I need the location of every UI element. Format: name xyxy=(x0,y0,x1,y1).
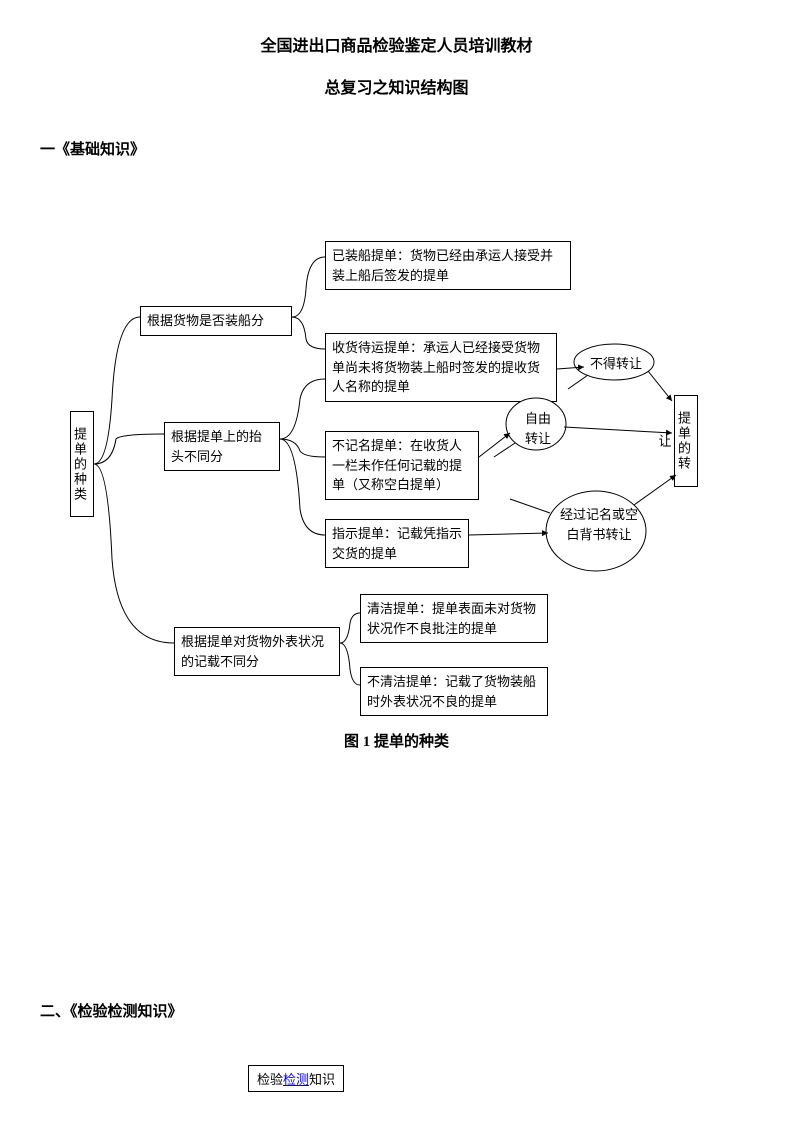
footer-box: 检验检测知识 xyxy=(248,1065,344,1092)
leaf-clean: 清洁提单：提单表面未对货物状况作不良批注的提单 xyxy=(360,594,548,643)
section-2-heading: 二、《检验检测知识》 xyxy=(40,1000,183,1021)
callout-free-transfer: 自由转让 xyxy=(522,409,554,448)
main-title-1: 全国进出口商品检验鉴定人员培训教材 xyxy=(40,32,753,56)
footer-prefix: 检验 xyxy=(257,1072,283,1087)
leaf-order: 指示提单：记载凭指示交货的提单 xyxy=(325,519,469,568)
tree-node-condition: 根据提单对货物外表状况的记载不同分 xyxy=(174,627,340,676)
leaf-bearer: 不记名提单：在收货人一栏未作任何记载的提单（又称空白提单） xyxy=(325,431,479,500)
footer-suffix: 知识 xyxy=(309,1072,335,1087)
diagram-container: 提单的种类 根据货物是否装船分 根据提单上的抬头不同分 根据提单对货物外表状况的… xyxy=(40,199,753,759)
leaf-shipped: 已装船提单：货物已经由承运人接受并装上船后签发的提单 xyxy=(325,241,571,290)
main-title-2: 总复习之知识结构图 xyxy=(40,74,753,98)
figure-caption: 图 1 提单的种类 xyxy=(0,730,793,751)
leaf-received: 收货待运提单：承运人已经接受货物单尚未将货物装上船时签发的提收货人名称的提单 xyxy=(325,333,557,402)
tree-node-heading: 根据提单上的抬头不同分 xyxy=(164,422,280,471)
section-1-heading: 一《基础知识》 xyxy=(40,138,753,159)
tree-root: 提单的种类 xyxy=(70,411,94,517)
transfer-title: 提单的转让 xyxy=(674,395,698,487)
tree-node-shipping: 根据货物是否装船分 xyxy=(140,306,292,336)
footer-link[interactable]: 检测 xyxy=(283,1072,309,1087)
callout-endorse-transfer: 经过记名或空白背书转让 xyxy=(560,505,638,544)
callout-no-transfer: 不得转让 xyxy=(588,354,644,374)
leaf-unclean: 不清洁提单：记载了货物装船时外表状况不良的提单 xyxy=(360,667,548,716)
